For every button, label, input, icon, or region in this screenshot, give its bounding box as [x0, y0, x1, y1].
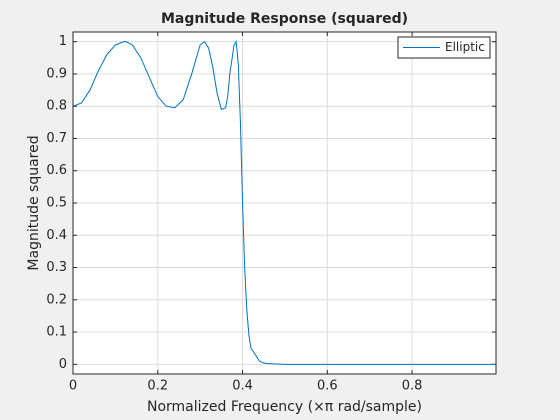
y-tick-label: 0.1 [46, 325, 67, 340]
line [72, 40, 496, 365]
legend-box [397, 36, 491, 59]
y-tick-label: 0.5 [46, 196, 67, 211]
legend-label: Elliptic [445, 40, 485, 54]
chart-title: Magnitude Response (squared) [161, 11, 408, 27]
x-tick-label: 0 [69, 379, 77, 394]
axes-box [72, 31, 497, 375]
x-tick-label: 0.4 [232, 379, 253, 394]
y-tick-label: 0.3 [46, 260, 67, 275]
y-axis-label: Magnitude squared [26, 135, 42, 270]
x-tick-label: 0.2 [147, 379, 168, 394]
y-tick-label: 0.9 [46, 66, 67, 81]
y-tick-label: 0.6 [46, 163, 67, 178]
y-tick-label: 0.2 [46, 292, 67, 307]
x-tick-label: 0.8 [402, 379, 423, 394]
y-tick-label: 1 [59, 34, 67, 49]
x-axis-label: Normalized Frequency (×π rad/sample) [147, 399, 422, 415]
y-tick-label: 0.7 [46, 131, 67, 146]
y-tick-label: 0.8 [46, 99, 67, 114]
y-tick-label: 0 [59, 357, 67, 372]
y-tick-label: 0.4 [46, 228, 67, 243]
x-tick-label: 0.6 [317, 379, 338, 394]
